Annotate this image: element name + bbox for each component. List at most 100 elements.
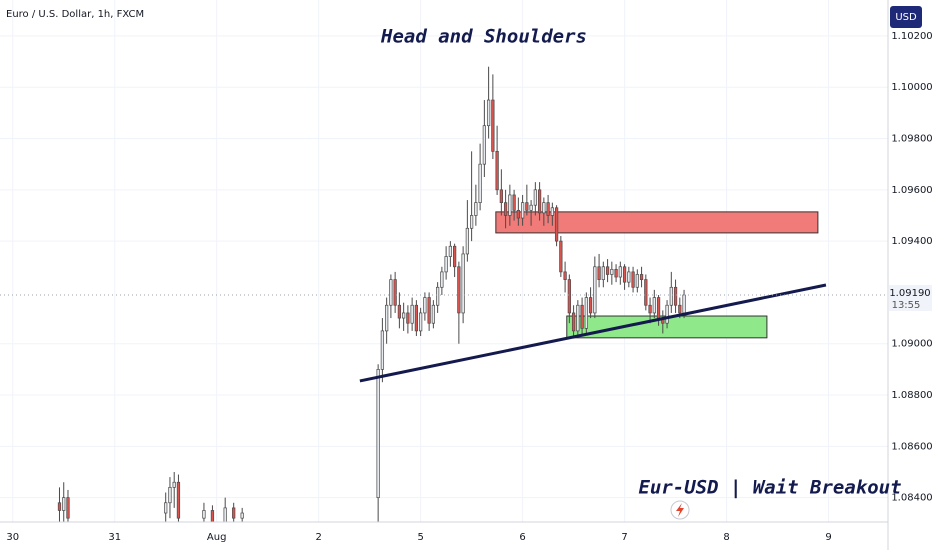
axes: 1.08400 1.08600 1.08800 1.09000 1.09400 1.096… (6, 31, 932, 543)
candle-body (559, 240, 563, 273)
annotation: Eur-USD | Wait Breakout (638, 477, 901, 499)
candle-body (639, 274, 644, 280)
candle-body (584, 297, 588, 329)
candle-body (580, 304, 584, 329)
candle-body (673, 286, 678, 306)
candle-body (393, 279, 397, 306)
candle-body (240, 512, 244, 519)
candle-body (444, 256, 448, 273)
candle-body (66, 497, 70, 519)
candle-body (597, 266, 601, 280)
candle-body (482, 125, 486, 165)
x-tick-label: 9 (825, 532, 831, 543)
candle-body (389, 279, 393, 306)
candle-body (618, 266, 622, 278)
candle-body (419, 312, 423, 332)
y-tick-label: 1.09000 (891, 339, 932, 350)
candle-body (588, 297, 593, 314)
candle-body (427, 297, 431, 324)
x-tick-label: 8 (723, 532, 729, 543)
x-tick-label: 2 (315, 532, 321, 543)
candle-body (499, 189, 503, 203)
candle-body (563, 271, 567, 280)
candle-body (601, 266, 605, 280)
candle-body (571, 312, 576, 332)
candle-body (491, 99, 495, 152)
candle-body (525, 202, 529, 211)
candle-body (508, 194, 512, 216)
candle-body (452, 245, 457, 268)
candle-body (546, 202, 550, 216)
candle-body (465, 227, 469, 255)
candle-body (474, 202, 478, 216)
candle-body (520, 202, 525, 219)
candle-body (172, 481, 176, 488)
candle-body (567, 279, 571, 314)
plot-area (0, 66, 888, 522)
candle-body (448, 245, 452, 257)
candle-body (516, 209, 520, 219)
candle-body (678, 304, 682, 314)
y-tick-label: 1.08600 (891, 441, 932, 452)
currency-badge[interactable] (890, 6, 922, 28)
candle-body (648, 304, 652, 314)
candle-body (593, 266, 597, 314)
candle-body (542, 202, 546, 214)
candle-body (164, 502, 168, 514)
candle-body (210, 510, 215, 522)
candle-body (440, 271, 444, 288)
countdown-label: 13:55 (892, 300, 921, 311)
candle-body (232, 507, 236, 519)
zone (495, 211, 819, 234)
candle-body (533, 189, 537, 206)
candle-body (529, 204, 533, 211)
candle-body (486, 99, 491, 127)
x-tick-label: 6 (519, 532, 525, 543)
candle-body (614, 268, 618, 278)
candle-body (410, 304, 414, 324)
last-price-badge (889, 284, 932, 311)
x-tick-label: 31 (108, 532, 121, 543)
x-tick-label: 7 (621, 532, 627, 543)
x-tick-label: Aug (207, 532, 227, 543)
candle-body (431, 304, 436, 324)
candle-body (176, 481, 181, 519)
candle-body (457, 266, 461, 314)
candle-body (550, 207, 554, 216)
candle-body (537, 189, 542, 214)
candle-body (627, 271, 631, 283)
y-tick-label: 1.10200 (891, 31, 932, 42)
y-tick-label: 1.08400 (891, 493, 932, 504)
candle-body (402, 312, 406, 319)
y-tick-label: 1.09800 (891, 134, 932, 145)
candle-body (622, 266, 627, 283)
y-tick-label: 1.08800 (891, 390, 932, 401)
candle-body (168, 487, 172, 504)
y-tick-label: 1.09400 (891, 236, 932, 247)
candle-body (605, 266, 610, 275)
last-price-label: 1.09190 (889, 288, 930, 299)
logo-icon (670, 500, 690, 520)
candle-body (436, 286, 440, 306)
candle-body (62, 497, 66, 511)
candle-body (669, 286, 673, 306)
candle-body (469, 215, 474, 229)
candle-body (376, 369, 380, 498)
candle-body (478, 163, 482, 203)
candle-body (57, 502, 62, 511)
candle-body (512, 194, 516, 211)
candle-body (635, 274, 639, 288)
candle-body (682, 294, 686, 314)
candle-body (380, 330, 385, 370)
candle-body (423, 297, 427, 314)
x-tick-label: 5 (417, 532, 423, 543)
candle-body (644, 279, 648, 306)
chart-title: Head and Shoulders (380, 26, 587, 48)
candle-body (652, 297, 656, 314)
candle-body (656, 297, 661, 319)
candle-body (631, 271, 635, 288)
neckline (359, 283, 827, 383)
candle-body (610, 268, 614, 275)
